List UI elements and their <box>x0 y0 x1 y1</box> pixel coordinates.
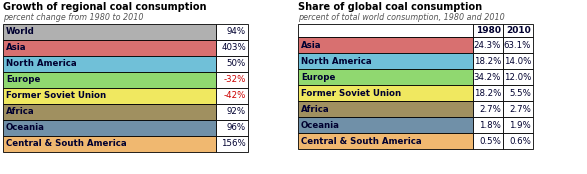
Text: Central & South America: Central & South America <box>6 140 127 148</box>
Text: North America: North America <box>6 60 77 69</box>
Bar <box>216 136 248 152</box>
Text: Share of global coal consumption: Share of global coal consumption <box>298 2 482 12</box>
Bar <box>3 24 216 40</box>
Bar <box>298 117 473 133</box>
Text: 12.0%: 12.0% <box>504 73 531 81</box>
Bar <box>3 136 216 152</box>
Bar <box>503 37 533 53</box>
Text: Central & South America: Central & South America <box>301 136 421 145</box>
Text: 92%: 92% <box>227 108 246 117</box>
Bar <box>3 56 216 72</box>
Bar <box>473 53 503 69</box>
Bar <box>298 24 473 37</box>
Bar <box>473 117 503 133</box>
Bar <box>473 133 503 149</box>
Text: -32%: -32% <box>224 76 246 85</box>
Bar <box>503 101 533 117</box>
Text: 5.5%: 5.5% <box>509 89 531 97</box>
Bar <box>216 88 248 104</box>
Bar <box>473 85 503 101</box>
Text: Former Soviet Union: Former Soviet Union <box>301 89 401 97</box>
Bar <box>298 69 473 85</box>
Bar <box>216 40 248 56</box>
Text: 403%: 403% <box>221 44 246 53</box>
Bar <box>473 24 503 37</box>
Bar <box>3 72 216 88</box>
Text: Asia: Asia <box>6 44 26 53</box>
Text: Europe: Europe <box>301 73 335 81</box>
Bar <box>503 117 533 133</box>
Bar <box>503 24 533 37</box>
Text: 2.7%: 2.7% <box>509 105 531 113</box>
Text: percent of total world consumption, 1980 and 2010: percent of total world consumption, 1980… <box>298 13 505 22</box>
Text: 18.2%: 18.2% <box>474 57 501 65</box>
Text: Europe: Europe <box>6 76 41 85</box>
Text: 1.9%: 1.9% <box>510 121 531 129</box>
Bar <box>473 101 503 117</box>
Bar <box>503 69 533 85</box>
Bar <box>298 85 473 101</box>
Bar <box>216 24 248 40</box>
Bar <box>298 37 473 53</box>
Bar <box>216 120 248 136</box>
Text: 18.2%: 18.2% <box>474 89 501 97</box>
Text: 156%: 156% <box>221 140 246 148</box>
Text: 1980: 1980 <box>476 26 501 35</box>
Bar <box>503 53 533 69</box>
Text: 24.3%: 24.3% <box>474 41 501 49</box>
Text: 94%: 94% <box>227 27 246 37</box>
Text: 1.8%: 1.8% <box>479 121 501 129</box>
Text: 2010: 2010 <box>506 26 531 35</box>
Text: percent change from 1980 to 2010: percent change from 1980 to 2010 <box>3 13 143 22</box>
Text: 50%: 50% <box>227 60 246 69</box>
Text: 96%: 96% <box>227 124 246 132</box>
Bar <box>3 40 216 56</box>
Text: 14.0%: 14.0% <box>504 57 531 65</box>
Text: 0.6%: 0.6% <box>509 136 531 145</box>
Bar <box>473 69 503 85</box>
Text: Oceania: Oceania <box>6 124 45 132</box>
Bar <box>503 133 533 149</box>
Text: Africa: Africa <box>301 105 330 113</box>
Bar <box>3 88 216 104</box>
Text: 34.2%: 34.2% <box>474 73 501 81</box>
Text: World: World <box>6 27 35 37</box>
Bar <box>298 101 473 117</box>
Bar <box>298 133 473 149</box>
Bar <box>298 53 473 69</box>
Text: Growth of regional coal consumption: Growth of regional coal consumption <box>3 2 207 12</box>
Text: North America: North America <box>301 57 372 65</box>
Text: 0.5%: 0.5% <box>479 136 501 145</box>
Bar <box>3 104 216 120</box>
Text: 63.1%: 63.1% <box>504 41 531 49</box>
Bar <box>473 37 503 53</box>
Bar <box>3 120 216 136</box>
Text: -42%: -42% <box>224 92 246 101</box>
Bar <box>503 85 533 101</box>
Text: Oceania: Oceania <box>301 121 340 129</box>
Text: Former Soviet Union: Former Soviet Union <box>6 92 106 101</box>
Bar <box>216 72 248 88</box>
Text: 2.7%: 2.7% <box>479 105 501 113</box>
Text: Africa: Africa <box>6 108 35 117</box>
Text: Asia: Asia <box>301 41 322 49</box>
Bar <box>216 56 248 72</box>
Bar <box>216 104 248 120</box>
